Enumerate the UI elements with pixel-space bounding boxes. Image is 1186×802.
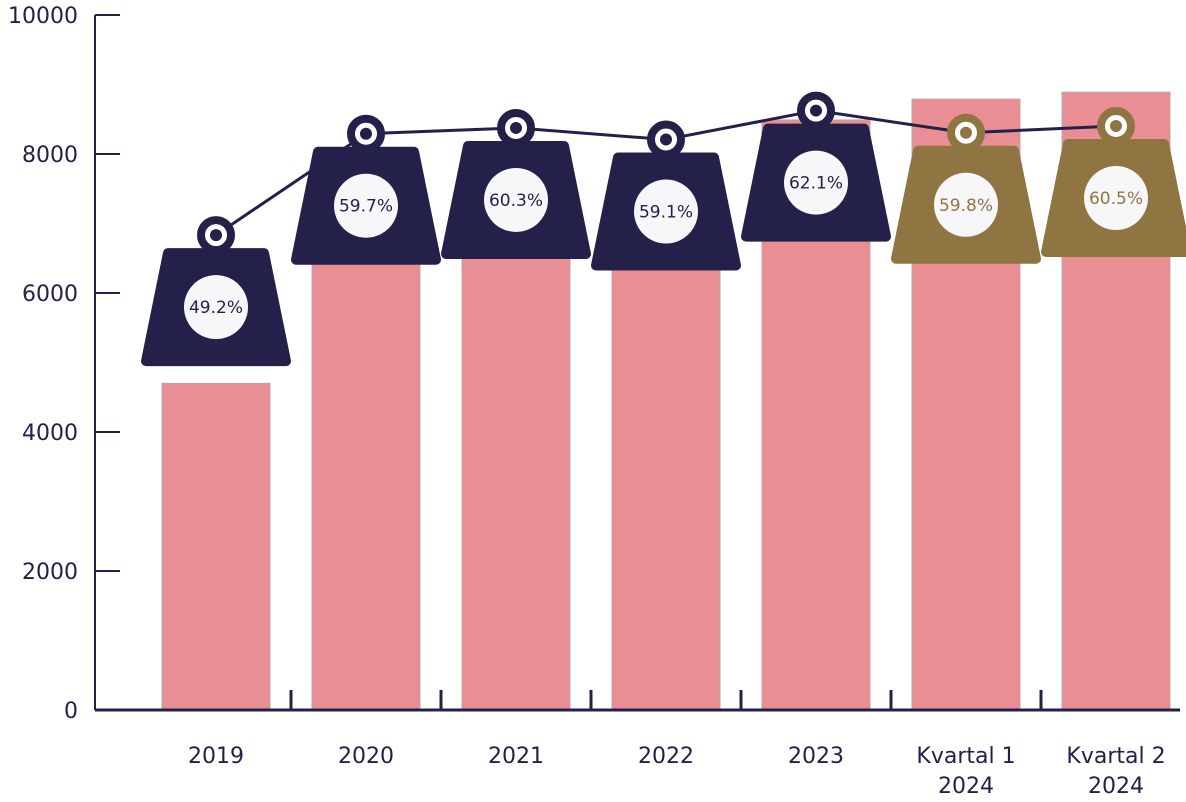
data-label: 49.2%: [189, 298, 243, 318]
data-label: 59.7%: [339, 197, 393, 217]
weight-label-bg: [634, 179, 698, 244]
data-label: 60.3%: [489, 191, 543, 211]
weight: [141, 216, 291, 367]
x-tick-label: Kvartal 1 2024: [916, 744, 1016, 799]
y-tick-label: 4000: [22, 421, 78, 446]
y-tick-label: 10000: [8, 4, 78, 29]
weight: [441, 108, 591, 259]
bar: [461, 181, 571, 711]
weight-label-bg: [484, 167, 548, 232]
y-tick-label: 0: [64, 699, 78, 724]
point: [960, 126, 972, 139]
weight-label-bg: [184, 275, 248, 340]
point: [810, 104, 822, 117]
weight: [591, 120, 741, 271]
point: [660, 133, 672, 146]
point: [510, 121, 522, 134]
weight-label-bg: [784, 150, 848, 215]
y-tick-label: 8000: [22, 143, 78, 168]
weight-label-bg: [934, 172, 998, 237]
y-tick-label: 2000: [22, 560, 78, 585]
weight: [741, 91, 891, 242]
weight-label-bg: [1084, 166, 1148, 231]
x-tick-label: 2019: [188, 744, 244, 769]
data-label: 59.1%: [639, 203, 693, 223]
data-label: 60.5%: [1089, 189, 1143, 209]
weight: [891, 113, 1041, 264]
weight: [1041, 107, 1186, 258]
bar: [311, 195, 421, 711]
x-tick-label: 2022: [638, 744, 694, 769]
x-tick-label: 2020: [338, 744, 394, 769]
data-label: 59.8%: [939, 196, 993, 216]
point: [1110, 120, 1122, 133]
weight-label-bg: [334, 173, 398, 238]
x-tick-label: Kvartal 2 2024: [1066, 744, 1166, 799]
point: [360, 127, 372, 140]
bar: [161, 382, 271, 711]
data-label: 62.1%: [789, 174, 843, 194]
point: [210, 229, 222, 242]
x-tick-label: 2021: [488, 744, 544, 769]
x-tick-label: 2023: [788, 744, 844, 769]
y-tick-label: 6000: [22, 282, 78, 307]
weight: [291, 114, 441, 265]
